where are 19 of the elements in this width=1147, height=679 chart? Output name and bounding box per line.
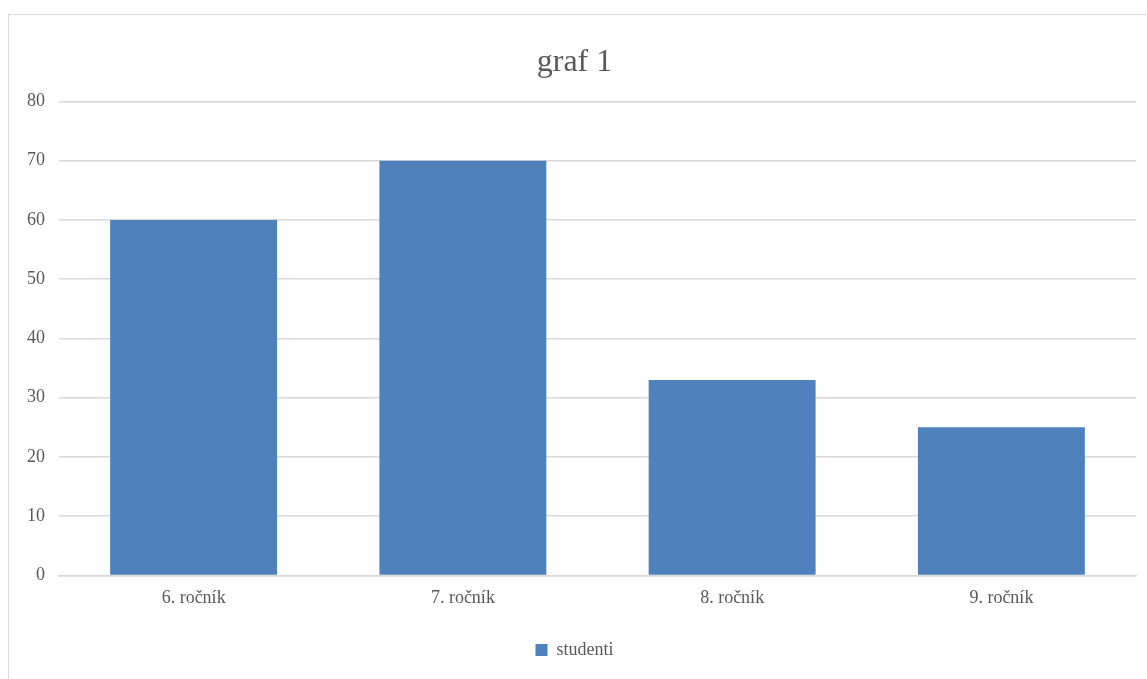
bar <box>917 427 1085 575</box>
y-tick-label: 20 <box>27 445 45 466</box>
bar <box>379 160 547 575</box>
y-tick-label: 30 <box>27 386 45 407</box>
x-tick-label: 9. ročník <box>969 586 1034 607</box>
y-tick-label: 80 <box>27 90 45 111</box>
y-tick-label: 0 <box>36 564 45 585</box>
y-tick-label: 50 <box>27 267 45 288</box>
chart-title: graf 1 <box>536 41 613 78</box>
bar <box>648 379 816 575</box>
x-tick-label: 8. ročník <box>700 586 765 607</box>
y-tick-label: 40 <box>27 327 45 348</box>
y-tick-label: 70 <box>27 149 45 170</box>
legend-label: studenti <box>556 638 614 659</box>
x-tick-label: 6. ročník <box>161 586 226 607</box>
y-tick-label: 10 <box>27 504 45 525</box>
bar <box>110 219 278 575</box>
x-tick-label: 7. ročník <box>430 586 495 607</box>
y-tick-label: 60 <box>27 208 45 229</box>
